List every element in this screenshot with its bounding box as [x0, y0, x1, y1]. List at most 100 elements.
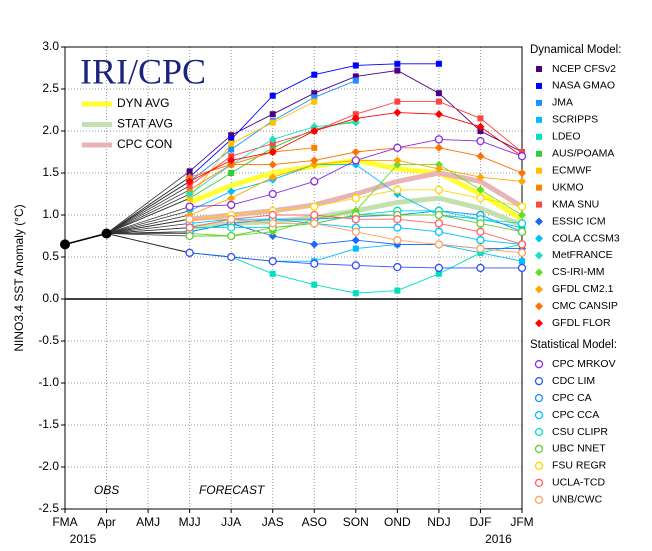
- marker: [517, 240, 527, 249]
- legend-label: CMC CANSIP: [552, 300, 618, 312]
- marker: [351, 114, 360, 123]
- legend-label: ESSIC ICM: [552, 215, 606, 227]
- marker: [435, 60, 442, 67]
- legend-label: CPC CCA: [552, 409, 599, 421]
- marker: [477, 128, 484, 134]
- marker: [186, 182, 193, 189]
- observed-line: [64, 232, 107, 246]
- marker: [186, 168, 193, 175]
- marker: [476, 185, 485, 194]
- marker: [352, 111, 359, 118]
- marker: [476, 263, 485, 273]
- legend-marker: [536, 99, 542, 106]
- marker: [269, 270, 276, 277]
- y-tick-label: -0.5: [38, 333, 59, 347]
- legend-label: ECMWF: [552, 164, 592, 176]
- legend-marker: [534, 495, 544, 504]
- observed-marker: [60, 239, 70, 250]
- marker: [227, 200, 236, 210]
- legend-marker: [534, 461, 544, 471]
- legend-label: UNB/CWC: [552, 494, 603, 506]
- marker: [269, 111, 276, 118]
- marker: [434, 210, 444, 220]
- legend-marker: [536, 201, 542, 208]
- marker: [269, 140, 276, 147]
- legend-marker: [535, 319, 543, 328]
- marker: [435, 90, 442, 97]
- marker: [393, 185, 402, 194]
- series-line: [189, 147, 315, 191]
- marker: [518, 177, 526, 186]
- legend-label: UCLA-TCD: [552, 477, 606, 489]
- year-label: 2015: [70, 532, 97, 546]
- marker: [394, 287, 401, 294]
- legend-label: JMA: [552, 97, 573, 109]
- plot-frame: [64, 46, 523, 510]
- marker: [227, 215, 236, 224]
- marker: [311, 90, 318, 97]
- marker: [228, 132, 235, 139]
- marker: [185, 177, 194, 186]
- marker: [310, 177, 319, 186]
- legend-label: UBC NNET: [552, 443, 606, 455]
- legend-label: CDC LIM: [552, 375, 595, 387]
- marker: [310, 122, 319, 131]
- marker: [352, 290, 359, 297]
- marker: [310, 240, 319, 249]
- marker: [393, 160, 402, 169]
- marker: [477, 249, 484, 256]
- marker: [435, 98, 442, 105]
- marker: [228, 136, 235, 143]
- marker: [268, 257, 277, 266]
- marker: [393, 156, 402, 165]
- marker: [268, 219, 277, 228]
- marker: [227, 187, 236, 196]
- x-tick-label: FMA: [52, 515, 77, 529]
- marker: [185, 223, 194, 232]
- observed-marker: [101, 228, 112, 239]
- marker: [351, 118, 360, 127]
- legend-label: NCEP CFSv2: [552, 63, 616, 75]
- legend-marker: [536, 133, 542, 140]
- marker: [476, 219, 485, 228]
- legend-marker: [536, 184, 542, 191]
- marker: [394, 98, 401, 105]
- x-tick-label: NDJ: [427, 515, 450, 529]
- legend-marker: [535, 217, 543, 226]
- connector: [106, 170, 190, 234]
- marker: [434, 164, 443, 173]
- marker: [185, 190, 194, 198]
- legend-label: MetFRANCE: [552, 249, 613, 261]
- marker: [186, 186, 193, 193]
- marker: [310, 127, 319, 135]
- marker: [476, 244, 485, 253]
- marker: [186, 195, 193, 202]
- marker: [476, 152, 485, 161]
- marker: [310, 202, 319, 211]
- legend-marker: [535, 251, 543, 260]
- marker: [268, 210, 277, 220]
- marker: [185, 248, 194, 257]
- marker: [517, 202, 527, 211]
- connector: [106, 193, 190, 234]
- marker: [185, 231, 194, 241]
- marker: [269, 144, 276, 151]
- marker: [351, 227, 360, 236]
- marker: [227, 231, 236, 241]
- y-tick-label: 1.5: [42, 165, 59, 179]
- marker: [393, 223, 402, 232]
- legend-header: Dynamical Model:: [530, 44, 621, 56]
- y-tick-label: -1.0: [38, 375, 59, 389]
- marker: [310, 259, 319, 268]
- marker: [227, 156, 236, 165]
- legend-marker: [535, 234, 543, 243]
- marker: [311, 144, 318, 151]
- legend-label: SCRIPPS: [552, 114, 598, 126]
- marker: [351, 156, 360, 165]
- legend-label: UKMO: [552, 181, 584, 193]
- marker: [517, 263, 527, 273]
- marker: [435, 270, 442, 277]
- annotation: OBS: [94, 483, 119, 497]
- marker: [228, 140, 235, 147]
- legend-label: GFDL FLOR: [552, 317, 611, 329]
